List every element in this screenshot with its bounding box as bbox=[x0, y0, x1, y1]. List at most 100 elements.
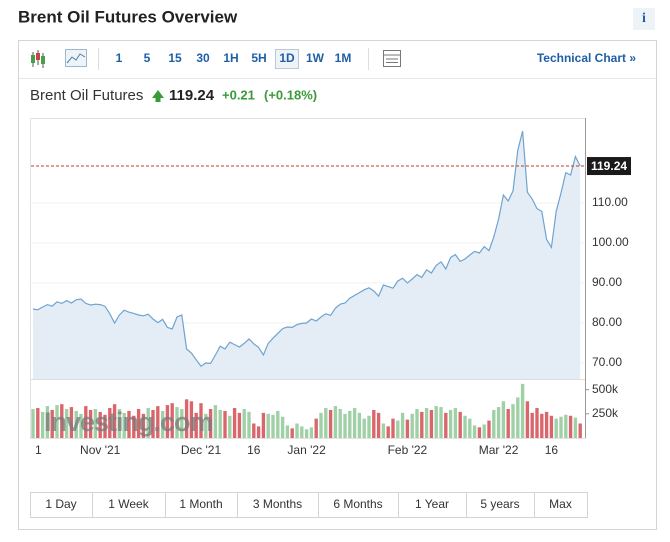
range-button-bg[interactable] bbox=[466, 492, 535, 518]
volume-bar bbox=[180, 409, 184, 438]
volume-bar bbox=[280, 416, 285, 438]
range-button[interactable]: 5 years bbox=[480, 497, 519, 511]
volume-bar bbox=[122, 412, 126, 438]
range-button[interactable]: Max bbox=[549, 497, 572, 511]
volume-bar bbox=[300, 426, 304, 438]
technical-chart-link[interactable]: Technical Chart » bbox=[537, 51, 636, 65]
interval-button[interactable]: 5H bbox=[251, 51, 266, 65]
volume-bar bbox=[103, 414, 107, 438]
volume-bar bbox=[573, 417, 578, 438]
quote-price: 119.24 bbox=[169, 87, 215, 104]
interval-button[interactable]: 5 bbox=[144, 51, 151, 65]
info-button[interactable]: i bbox=[642, 11, 646, 26]
volume-bar bbox=[338, 409, 342, 438]
range-button-bg[interactable] bbox=[237, 492, 319, 518]
volume-bar bbox=[477, 427, 482, 438]
x-tick-label: Dec '21 bbox=[181, 443, 222, 457]
range-button-bg[interactable] bbox=[398, 492, 467, 518]
volume-bar bbox=[175, 407, 179, 438]
volume-bar bbox=[343, 413, 347, 438]
interval-button[interactable]: 1 bbox=[116, 51, 123, 65]
volume-bar bbox=[525, 401, 530, 438]
volume-bar bbox=[136, 409, 141, 438]
y-tick-label: 70.00 bbox=[592, 355, 622, 369]
volume-bar bbox=[151, 409, 155, 438]
interval-button[interactable]: 15 bbox=[168, 51, 182, 65]
range-button[interactable]: 1 Day bbox=[45, 497, 76, 511]
range-button[interactable]: 1 Year bbox=[415, 497, 449, 511]
x-tick-label: Nov '21 bbox=[80, 443, 121, 457]
panel-border bbox=[18, 40, 657, 530]
volume-bar bbox=[304, 429, 309, 438]
range-button[interactable]: 6 Months bbox=[333, 497, 382, 511]
volume-bar bbox=[84, 406, 88, 438]
range-button[interactable]: 1 Month bbox=[179, 497, 222, 511]
info-button-bg[interactable] bbox=[633, 8, 655, 30]
quote-change: +0.21 bbox=[222, 87, 255, 102]
volume-bar bbox=[261, 412, 266, 438]
x-tick-label: 16 bbox=[247, 443, 261, 457]
volume-bar bbox=[218, 409, 222, 438]
interval-button[interactable]: 1D bbox=[279, 51, 295, 65]
volume-bar bbox=[199, 403, 203, 438]
up-arrow-stem bbox=[155, 97, 161, 102]
volume-bar bbox=[405, 419, 410, 438]
volume-bar bbox=[482, 424, 486, 438]
volume-bar bbox=[31, 409, 35, 438]
volume-bar bbox=[156, 406, 160, 438]
price-chart: 70.00 80.00 90.00 100.00 110.00 250k 500k Inves… bbox=[30, 118, 631, 457]
volume-bar bbox=[285, 425, 290, 438]
price-area bbox=[33, 131, 581, 379]
volume-tick-label: 500k bbox=[592, 382, 619, 396]
volume-bar bbox=[165, 405, 170, 438]
volume-bar bbox=[271, 414, 275, 438]
volume-bar bbox=[194, 412, 198, 438]
volume-bar bbox=[540, 413, 544, 438]
volume-bar bbox=[170, 403, 174, 438]
volume-bar bbox=[444, 412, 448, 438]
volume-bar bbox=[247, 411, 251, 438]
volume-bar bbox=[429, 409, 434, 438]
y-tick-label: 90.00 bbox=[592, 275, 622, 289]
range-button-bg[interactable] bbox=[165, 492, 238, 518]
range-button-bg[interactable] bbox=[534, 492, 588, 518]
volume-bar bbox=[564, 414, 568, 438]
volume-bar bbox=[568, 415, 573, 438]
volume-bar bbox=[276, 410, 280, 438]
interval-button[interactable]: 1W bbox=[306, 51, 325, 65]
interval-button[interactable]: 1M bbox=[335, 51, 352, 65]
instrument-name: Brent Oil Futures bbox=[30, 87, 143, 104]
volume-bar bbox=[232, 408, 237, 438]
interval-button[interactable]: 1H bbox=[223, 51, 238, 65]
range-button[interactable]: 1 Week bbox=[108, 497, 149, 511]
volume-bar bbox=[141, 413, 146, 438]
interval-button[interactable]: 30 bbox=[196, 51, 210, 65]
volume-bar bbox=[208, 409, 213, 438]
volume-bar bbox=[112, 404, 117, 438]
y-tick-label: 80.00 bbox=[592, 315, 622, 329]
page-title: Brent Oil Futures Overview bbox=[18, 7, 238, 26]
volume-bar bbox=[501, 401, 506, 438]
volume-bar bbox=[520, 383, 525, 438]
x-tick-label: Jan '22 bbox=[287, 443, 326, 457]
volume-bar bbox=[189, 401, 194, 438]
volume-bar bbox=[36, 408, 40, 438]
volume-bar bbox=[108, 408, 112, 438]
volume-bar bbox=[381, 423, 386, 438]
candlestick-icon[interactable] bbox=[31, 50, 45, 68]
volume-bar bbox=[40, 411, 45, 438]
range-button-bg[interactable] bbox=[92, 492, 166, 518]
volume-bar bbox=[372, 409, 376, 438]
volume-bar bbox=[69, 407, 74, 438]
grid-icon[interactable] bbox=[383, 50, 401, 67]
range-button[interactable]: 3 Months bbox=[253, 497, 302, 511]
line-chart-icon[interactable] bbox=[65, 49, 87, 67]
volume-bar bbox=[535, 408, 539, 438]
last-price-tag bbox=[587, 157, 631, 176]
volume-bar bbox=[400, 412, 405, 438]
volume-bar bbox=[328, 409, 333, 438]
volume-bar bbox=[60, 404, 64, 438]
volume-bar bbox=[160, 410, 165, 438]
volume-bar bbox=[314, 418, 318, 438]
